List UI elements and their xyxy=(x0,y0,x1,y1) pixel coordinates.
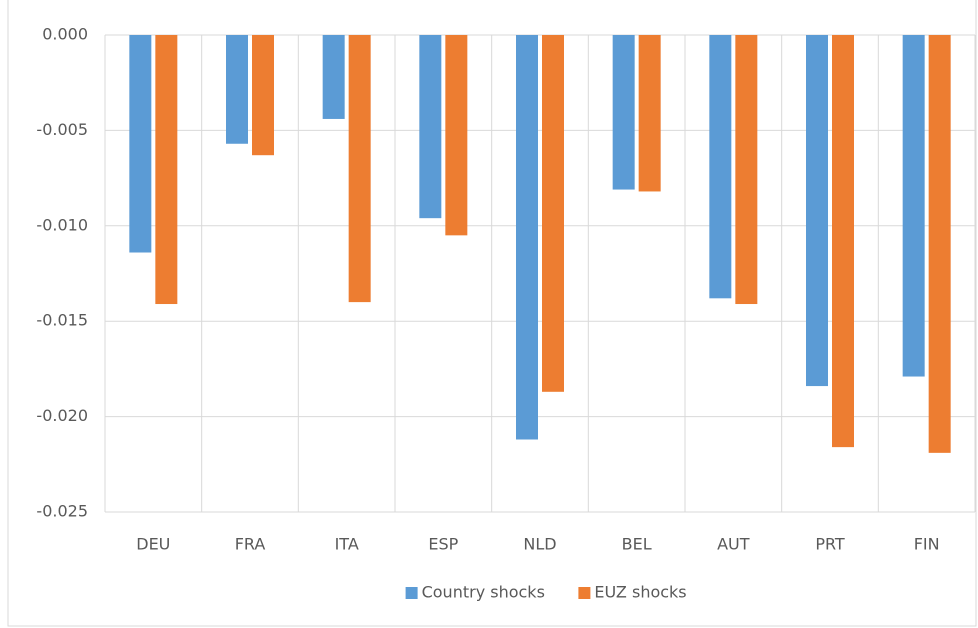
x-tick-label: ITA xyxy=(335,535,359,554)
legend-label: Country shocks xyxy=(422,583,545,602)
x-tick-label: ESP xyxy=(428,535,458,554)
y-tick-label: -0.025 xyxy=(36,502,88,521)
bar xyxy=(129,35,152,253)
bar xyxy=(928,35,951,453)
bar xyxy=(709,35,732,299)
x-tick-label: AUT xyxy=(717,535,750,554)
bar xyxy=(735,35,758,305)
bar xyxy=(832,35,854,448)
x-tick-label: BEL xyxy=(622,535,652,554)
y-tick-label: -0.010 xyxy=(36,215,88,234)
bar xyxy=(322,35,345,119)
bar xyxy=(445,35,468,236)
x-tick-label: NLD xyxy=(523,535,556,554)
y-tick-label: -0.005 xyxy=(36,120,88,139)
legend-swatch xyxy=(405,587,418,599)
bar xyxy=(542,35,564,392)
bar xyxy=(155,35,178,305)
y-tick-label: -0.020 xyxy=(36,406,88,425)
y-tick-label: 0.000 xyxy=(42,25,88,44)
x-tick-label: DEU xyxy=(136,535,170,554)
bar xyxy=(806,35,828,387)
x-tick-label: PRT xyxy=(815,535,845,554)
bar xyxy=(612,35,635,190)
x-tick-label: FRA xyxy=(235,535,266,554)
bar xyxy=(419,35,442,219)
bar xyxy=(226,35,248,144)
bar xyxy=(902,35,925,377)
bar xyxy=(638,35,661,192)
legend-swatch xyxy=(578,587,591,599)
x-tick-label: FIN xyxy=(914,535,940,554)
y-tick-label: -0.015 xyxy=(36,311,88,330)
bar xyxy=(348,35,371,303)
bar xyxy=(516,35,538,440)
legend-label: EUZ shocks xyxy=(594,583,686,602)
bar xyxy=(252,35,274,156)
